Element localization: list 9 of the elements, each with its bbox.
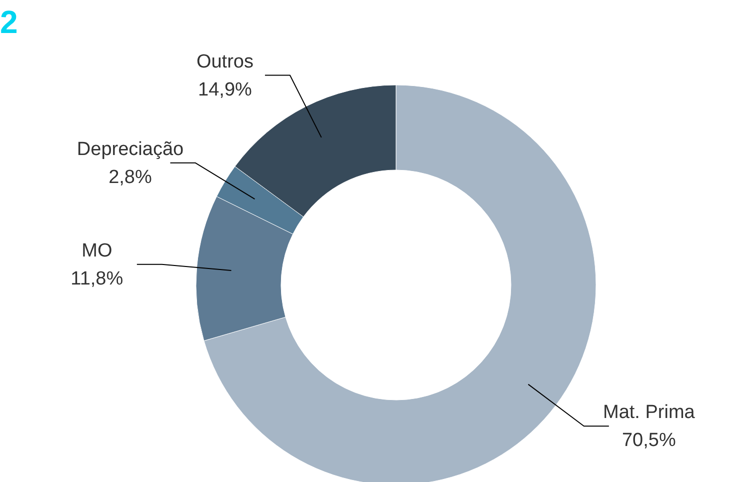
data-label: 2,8% [108,166,152,188]
data-label: 14,9% [198,79,252,100]
data-label: 11,8% [70,268,124,290]
slice-label: MO [82,240,112,262]
slice-label: Mat. Prima [602,402,696,424]
slice-label: Depreciação [76,138,184,160]
chart-title: 2 [0,4,18,40]
data-label: 70,5% [622,430,676,452]
slice-label: Outros [196,51,254,72]
